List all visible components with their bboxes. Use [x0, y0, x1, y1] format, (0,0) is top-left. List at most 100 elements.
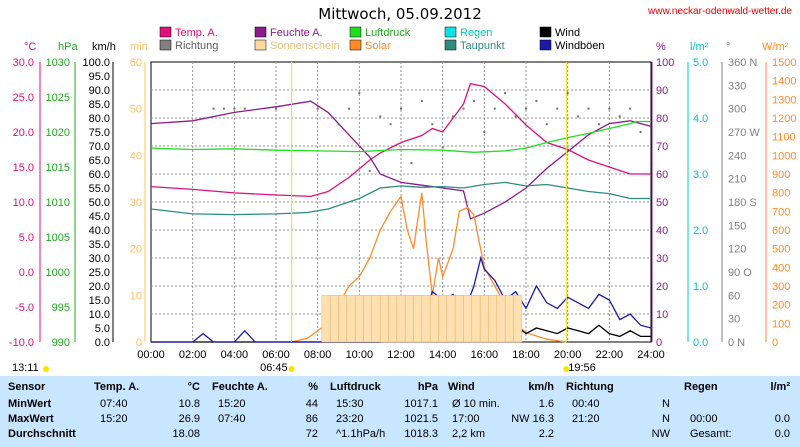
wind-tick-label: 0.0 [95, 337, 110, 349]
sun-tick-label: 60 [130, 57, 142, 69]
sunshine-bar [379, 295, 389, 343]
direction-point [483, 131, 486, 133]
press-tick-label: 1000 [46, 267, 70, 279]
stats-header-rain-unit: l/m² [770, 381, 790, 393]
direction-point [441, 146, 444, 149]
direction-point [212, 107, 215, 110]
temp-tick-label: 0.0 [19, 267, 34, 279]
wind-tick-label: 25.0 [89, 267, 110, 279]
legend-label: Temp. A. [175, 27, 218, 39]
direction-point [608, 107, 611, 110]
stats-header-press-unit: hPa [417, 381, 438, 393]
stats-header-hum: Feuchte A. [212, 381, 268, 393]
rain-unit-label: l/m² [690, 41, 709, 53]
rain-tick-label: 2.0 [693, 225, 708, 237]
legend-swatch [539, 39, 552, 51]
direction-point [587, 107, 590, 110]
legend-label: Sonnenschein [270, 40, 340, 52]
stats-cell-press-v: 1017.1 [404, 398, 438, 410]
solar-tick-label: 100 [772, 318, 790, 330]
sunshine-bar [471, 295, 481, 343]
sun-tick-label: 20 [130, 244, 142, 256]
stats-header-sensor: Sensor [8, 381, 46, 393]
wind-tick-label: 35.0 [89, 239, 110, 251]
direction-point [368, 169, 371, 172]
temp-tick-label: -5.0 [15, 302, 34, 314]
solar-tick-label: 1200 [772, 113, 796, 125]
sun-tick-label: 40 [130, 150, 142, 162]
legend-label: Regen [460, 27, 492, 39]
sunshine-bar [454, 295, 464, 343]
legend-swatch [539, 26, 552, 38]
legend-swatch [159, 26, 172, 38]
solar-tick-label: 1400 [772, 76, 796, 88]
direction-point [545, 123, 548, 126]
sun-tick-label: 30 [130, 197, 142, 209]
stats-cell-label: Durchschnitt [8, 428, 76, 440]
direction-point [472, 99, 475, 102]
direction-point [431, 123, 434, 126]
stats-header-temp-unit: °C [187, 381, 200, 393]
sunshine-bar [513, 295, 523, 343]
direction-point [275, 107, 277, 110]
dir-tick-label: 330 [728, 80, 746, 92]
hum-tick-label: 50 [656, 197, 668, 209]
temp-tick-label: 20.0 [13, 127, 34, 139]
stats-cell-wind-t: Ø 10 min. [452, 398, 500, 410]
direction-point [316, 107, 319, 110]
wind-tick-label: 5.0 [95, 323, 110, 335]
solar-tick-label: 800 [772, 188, 790, 200]
stats-header-dir: Richtung [566, 381, 614, 393]
wind-tick-label: 30.0 [89, 253, 110, 265]
hum-tick-label: 90 [656, 85, 668, 97]
solar-tick-label: 600 [772, 225, 790, 237]
stats-cell-press-v: 1021.5 [404, 413, 438, 425]
solar-tick-label: 1300 [772, 94, 796, 106]
dir-tick-label: 210 [728, 174, 746, 186]
stats-cell-rain-t: 00:00 [690, 413, 718, 425]
legend-label: Taupunkt [460, 40, 505, 52]
dir-tick-label: 180 S [728, 197, 757, 209]
sunshine-bar [488, 295, 498, 343]
stats-header-temp: Temp. A. [94, 381, 140, 393]
time-tick-label: 06:00 [262, 349, 290, 361]
sunshine-bar [438, 295, 448, 343]
solar-tick-label: 1000 [772, 150, 796, 162]
solar-tick-label: 400 [772, 262, 790, 274]
stats-cell-dir-v: N [662, 413, 670, 425]
direction-point [222, 107, 225, 110]
series-line-temp-a- [150, 82, 651, 198]
legend-swatch [254, 26, 267, 38]
solar-tick-label: 1500 [772, 57, 796, 69]
stats-cell-wind-v: 2.2 [538, 428, 554, 440]
stats-cell-rain-t: Gesamt: [690, 428, 732, 440]
sunshine-bar [396, 295, 406, 343]
direction-point [618, 115, 621, 118]
direction-point [243, 107, 246, 110]
sunshine-bar [504, 295, 514, 343]
site-url[interactable]: www.neckar-odenwald-wetter.de [648, 6, 792, 17]
stats-cell-dir-v: N [662, 398, 670, 410]
stats-cell-wind-v: NW 16.3 [511, 413, 554, 425]
legend-swatch [349, 39, 362, 51]
series-line-taupunkt [150, 181, 651, 216]
dir-tick-label: 240 [728, 150, 746, 162]
sun-tick-label: 10 [130, 290, 142, 302]
dir-tick-label: 30 [728, 314, 740, 326]
direction-point [452, 115, 455, 118]
hum-tick-label: 60 [656, 169, 668, 181]
wind-tick-label: 95.0 [89, 71, 110, 83]
hum-unit-label: % [656, 41, 666, 53]
stats-cell-rain-v: 0.0 [774, 413, 790, 425]
stats-cell-wind-v: 1.6 [538, 398, 554, 410]
sunshine-bar [363, 295, 373, 343]
wind-tick-label: 85.0 [89, 99, 110, 111]
hum-tick-label: 30 [656, 253, 668, 265]
sunshine-bar [338, 295, 348, 343]
stats-cell-temp-v: 10.8 [178, 398, 200, 410]
stats-cell-hum-t: 15:20 [218, 398, 246, 410]
dir-tick-label: 120 [728, 244, 746, 256]
press-tick-label: 1020 [46, 127, 70, 139]
direction-point [597, 123, 600, 126]
